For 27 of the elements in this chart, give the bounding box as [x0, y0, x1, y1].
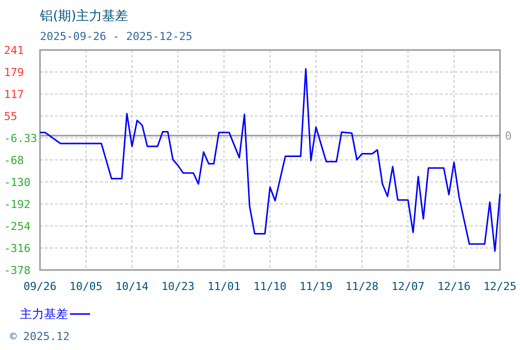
y-tick-label: 179: [4, 66, 24, 80]
x-tick-label: 12/25: [483, 280, 517, 293]
x-tick-label: 10/23: [161, 280, 195, 293]
x-tick-label: 11/19: [299, 280, 333, 293]
y-tick-label: 117: [4, 88, 24, 102]
x-tick-label: 10/14: [115, 280, 149, 293]
y-tick-label: 241: [4, 44, 24, 57]
ref-line-label: 0: [505, 130, 512, 143]
y-tick-label: -6.33: [4, 132, 38, 145]
y-tick-label: -254: [4, 220, 31, 233]
y-tick-label: -192: [4, 198, 30, 211]
x-tick-label: 11/10: [253, 280, 287, 293]
y-tick-label: -130: [4, 176, 30, 189]
x-tick-label: 10/05: [69, 280, 103, 293]
x-tick-label: 12/07: [391, 280, 425, 293]
legend-label: 主力基差: [20, 307, 68, 321]
y-tick-label: -378: [4, 264, 30, 277]
x-tick-label: 11/28: [345, 280, 379, 293]
chart-title: 铝(期)主力基差: [39, 8, 128, 24]
y-tick-label: -316: [4, 242, 30, 255]
chart-subtitle: 2025-09-26 - 2025-12-25: [40, 30, 192, 43]
x-tick-label: 12/16: [437, 280, 471, 293]
x-tick-label: 09/26: [23, 280, 57, 293]
y-tick-label: 55: [4, 110, 18, 124]
x-tick-label: 11/01: [207, 280, 241, 293]
text: © 2025.12: [10, 330, 70, 343]
y-tick-label: -68: [4, 154, 24, 167]
